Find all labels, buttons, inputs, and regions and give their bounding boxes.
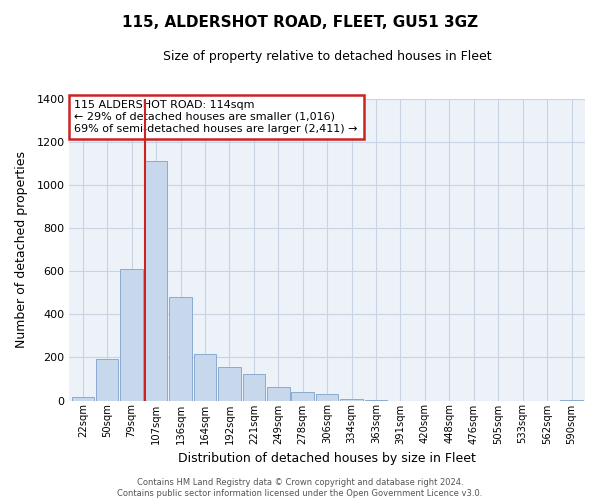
Text: 115, ALDERSHOT ROAD, FLEET, GU51 3GZ: 115, ALDERSHOT ROAD, FLEET, GU51 3GZ — [122, 15, 478, 30]
X-axis label: Distribution of detached houses by size in Fleet: Distribution of detached houses by size … — [178, 452, 476, 465]
Bar — [169, 297, 192, 401]
Bar — [292, 392, 314, 400]
Text: 115 ALDERSHOT ROAD: 114sqm
← 29% of detached houses are smaller (1,016)
69% of s: 115 ALDERSHOT ROAD: 114sqm ← 29% of deta… — [74, 100, 358, 134]
Text: Contains HM Land Registry data © Crown copyright and database right 2024.
Contai: Contains HM Land Registry data © Crown c… — [118, 478, 482, 498]
Bar — [71, 398, 94, 400]
Bar — [194, 354, 216, 401]
Title: Size of property relative to detached houses in Fleet: Size of property relative to detached ho… — [163, 50, 491, 63]
Bar — [96, 358, 118, 401]
Bar — [267, 387, 290, 400]
Bar — [218, 367, 241, 400]
Bar — [316, 394, 338, 400]
Bar — [145, 162, 167, 400]
Bar — [121, 269, 143, 400]
Bar — [242, 374, 265, 400]
Y-axis label: Number of detached properties: Number of detached properties — [15, 151, 28, 348]
